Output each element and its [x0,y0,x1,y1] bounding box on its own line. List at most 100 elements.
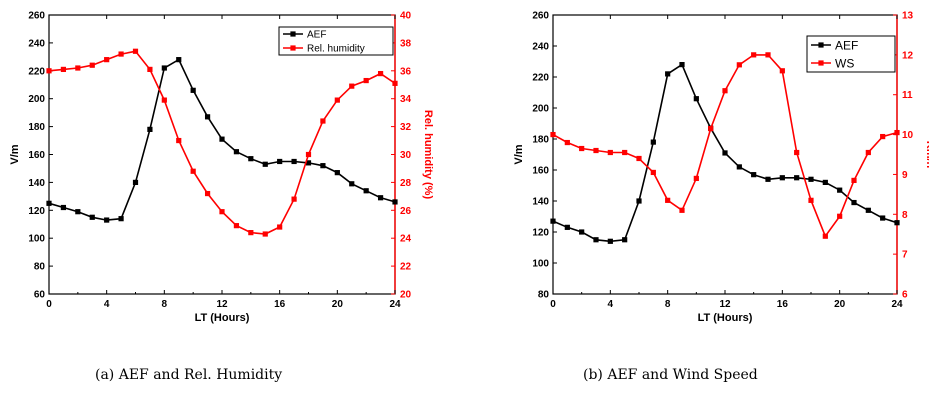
y2-tick-label: 6 [902,290,908,301]
legend-label: AEF [307,30,326,41]
y2-tick-label: 26 [400,206,412,217]
y2-tick-label: 8 [902,210,908,221]
data-point [593,237,599,243]
data-point [89,62,95,68]
data-point [334,97,340,103]
data-point [693,175,699,182]
data-point [579,229,585,235]
legend-label: WS [835,57,854,71]
data-point [837,187,843,193]
data-point [75,209,81,215]
y-tick-label: 120 [532,228,549,239]
data-point [104,217,110,223]
data-point [851,177,857,184]
x-tick-label: 8 [665,299,671,310]
data-point [679,62,685,68]
data-point [305,160,312,166]
data-point [607,238,613,244]
y2-tick-label: 36 [400,66,412,77]
data-point [722,150,728,156]
data-point [89,214,95,220]
data-point [751,172,757,178]
y-tick-label: 140 [28,178,45,189]
x-tick-label: 4 [104,299,110,310]
data-point [60,66,67,73]
data-point [693,96,699,102]
data-point [593,147,599,154]
y-tick-label: 100 [28,234,45,245]
y2-tick-label: 28 [400,178,412,189]
legend-swatch-marker [818,42,824,48]
data-point [320,118,326,124]
data-point [636,155,642,162]
data-point [104,57,110,63]
legend-box [806,35,896,73]
data-point [291,158,297,165]
caption-a: (a) AEF and Rel. Humidity [95,367,283,383]
y-axis-title: V/m [513,144,525,164]
y2-tick-label: 12 [902,50,914,61]
data-point [118,216,124,222]
chart-b: 0 4 8 12 16 20 24 80 100 120 140 160 180 200 220 240 260… [513,11,929,325]
legend-swatch-marker [290,31,296,37]
data-point [392,199,398,205]
data-point [233,223,240,229]
data-point [550,218,556,224]
data-point [277,158,283,165]
y-tick-label: 80 [538,290,550,301]
data-point [60,204,67,211]
data-point [219,209,225,215]
y2-tick-label: 10 [902,130,914,141]
data-point [865,207,871,213]
data-point [46,200,52,206]
data-point [880,133,886,140]
data-point [837,213,843,219]
data-point [564,224,570,230]
y2-tick-label: 32 [400,122,412,133]
caption-b: (b) AEF and Wind Speed [583,367,758,383]
data-point [363,188,369,194]
data-point [650,139,656,145]
data-point [736,164,742,170]
data-point [176,57,182,63]
data-point [607,149,613,156]
x-tick-label: 0 [550,299,556,310]
legend-swatch-marker [290,45,296,51]
y-tick-label: 160 [28,150,45,161]
data-point [751,52,757,58]
y2-tick-label: 7 [902,250,908,261]
data-point [349,83,355,89]
data-point [779,68,785,74]
series-line-rel-humidity [48,50,396,235]
data-point [722,88,728,94]
data-point [794,149,800,156]
y-tick-label: 160 [532,166,549,177]
data-point [880,215,886,221]
data-point [277,224,283,230]
plot-frame [48,14,396,295]
x-axis-title: LT (Hours) [195,312,250,324]
y-tick-label: 220 [28,66,45,77]
data-point [204,114,211,120]
y-tick-label: 60 [34,290,46,301]
data-point [808,176,814,182]
data-point [291,196,297,202]
y-tick-label: 140 [532,197,549,208]
data-point [392,80,398,86]
x-tick-label: 24 [891,299,903,310]
x-tick-label: 0 [46,299,52,310]
data-point [204,190,211,197]
y-tick-label: 180 [28,122,45,133]
y-tick-label: 260 [532,11,549,22]
x-tick-label: 24 [389,299,401,310]
data-point [334,170,340,176]
y2-axis-title: Rel. humidity (%) [422,110,434,200]
data-point [161,97,167,103]
y2-axis-title: Km/h [924,141,929,169]
y-tick-label: 240 [28,38,45,49]
data-point [377,195,384,201]
chart-a: 0 4 8 12 16 20 2460801001201401601802002202402… [9,11,434,325]
data-point [679,207,685,213]
y2-tick-label: 34 [400,94,412,105]
